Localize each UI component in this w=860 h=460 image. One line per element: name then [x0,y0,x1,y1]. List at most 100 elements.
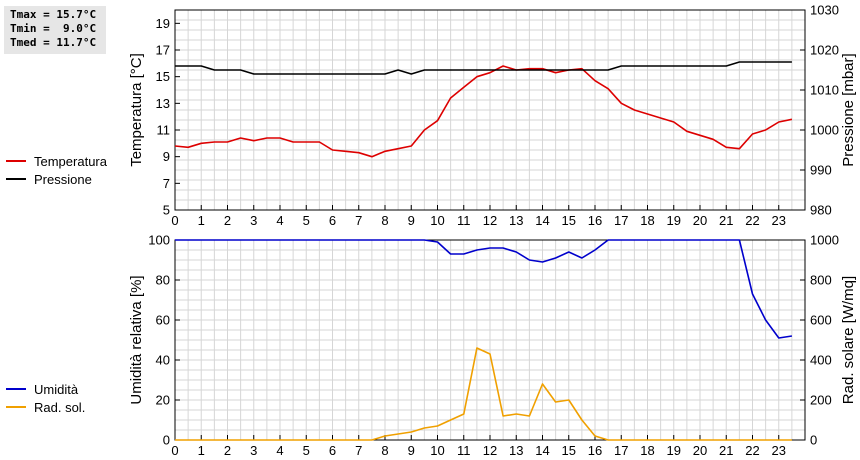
panel2-series-umidit [175,239,793,339]
panel1-ytick-left-label: 15 [156,69,170,84]
panel1-ytick-right-label: 1030 [810,3,839,18]
panel1-xtick-label: 20 [693,213,707,228]
stat-tmax: Tmax = 15.7°C [10,8,97,21]
panel1-xtick-label: 23 [772,213,786,228]
panel2-xtick-label: 7 [355,443,362,458]
legend-swatch-temperatura [6,160,26,162]
legend-top: Temperatura Pressione [6,152,107,188]
panel1-xtick-label: 2 [224,213,231,228]
panel2-xtick-label: 9 [408,443,415,458]
panel2-xtick-label: 15 [562,443,576,458]
panel1-xtick-label: 3 [250,213,257,228]
panel2-xtick-label: 22 [745,443,759,458]
panel2-ylabel-left: Umidità relativa [%] [128,275,145,404]
panel2-ytick-left-label: 20 [156,393,170,408]
legend-label-umidita: Umidità [34,381,79,397]
panel2-xtick-label: 16 [588,443,602,458]
panel2-xtick-label: 11 [457,443,471,458]
panel1-xtick-label: 10 [430,213,444,228]
legend-swatch-pressione [6,178,26,180]
panel1-ytick-left-label: 13 [156,96,170,111]
panel2-xtick-label: 14 [535,443,549,458]
legend-swatch-umidita [6,388,26,390]
stat-tmin: Tmin = 9.0°C [10,22,97,35]
legend-item-umidita: Umidità [6,380,85,398]
legend-swatch-rad-sol [6,406,26,408]
panel2-xtick-label: 10 [430,443,444,458]
legend-item-pressione: Pressione [6,170,107,188]
panel1-series-pressione [175,61,792,75]
panel2-ytick-left-label: 0 [163,433,170,448]
panel1-xtick-label: 21 [719,213,733,228]
panel1-xtick-label: 18 [640,213,654,228]
panel2-xtick-label: 17 [614,443,628,458]
panel1-xtick-label: 0 [171,213,178,228]
panel1-ytick-left-label: 7 [163,176,170,191]
panel1-xtick-label: 15 [562,213,576,228]
panel1-xtick-label: 13 [509,213,523,228]
panel1-xtick-label: 17 [614,213,628,228]
panel1-xtick-label: 5 [303,213,310,228]
panel1-xtick-label: 7 [355,213,362,228]
legend-item-temperatura: Temperatura [6,152,107,170]
panel1-ytick-right-label: 990 [810,163,832,178]
panel1-ylabel-left: Temperatura [°C] [128,53,145,167]
panel1-xtick-label: 11 [457,213,471,228]
panel1-ytick-right-label: 1010 [810,83,839,98]
panel1-ytick-left-label: 9 [163,149,170,164]
panel2-ytick-left-label: 40 [156,353,170,368]
panel1-xtick-label: 14 [535,213,549,228]
legend-label-temperatura: Temperatura [34,153,107,169]
panel1-xtick-label: 6 [329,213,336,228]
panel2-xtick-label: 3 [250,443,257,458]
panel2-xtick-label: 6 [329,443,336,458]
panel2-ytick-left-label: 80 [156,273,170,288]
panel2-ytick-left-label: 60 [156,313,170,328]
panel2-xtick-label: 0 [171,443,178,458]
panel2-xtick-label: 5 [303,443,310,458]
panel1-xtick-label: 12 [483,213,497,228]
panel2-xtick-label: 21 [719,443,733,458]
panel2-xtick-label: 4 [276,443,283,458]
panel1-xtick-label: 4 [276,213,283,228]
panel1-xtick-label: 19 [667,213,681,228]
legend-bottom: Umidità Rad. sol. [6,380,85,416]
panel2-ytick-right-label: 200 [810,393,832,408]
panel2-xtick-label: 13 [509,443,523,458]
legend-label-pressione: Pressione [34,171,92,187]
panel2-xtick-label: 18 [640,443,654,458]
panel2-ytick-right-label: 0 [810,433,817,448]
panel2-ytick-right-label: 800 [810,273,832,288]
panel1-ytick-left-label: 17 [156,43,170,58]
legend-item-rad-sol: Rad. sol. [6,398,85,416]
panel1-ytick-left-label: 19 [156,16,170,31]
panel1-xtick-label: 16 [588,213,602,228]
panel2-xtick-label: 2 [224,443,231,458]
panel2-xtick-label: 8 [381,443,388,458]
panel2-xtick-label: 23 [772,443,786,458]
panel2-xtick-label: 19 [667,443,681,458]
panel1-ytick-left-label: 5 [163,203,170,218]
panel2-series-rad-sol [175,347,792,441]
panel1-xtick-label: 8 [381,213,388,228]
panel2-xtick-label: 20 [693,443,707,458]
panel2-xtick-label: 1 [198,443,205,458]
panel2-ytick-right-label: 400 [810,353,832,368]
panel1-ytick-right-label: 1000 [810,123,839,138]
panel2-ylabel-right: Rad. solare [W/mq] [840,276,857,404]
stats-box: Tmax = 15.7°C Tmin = 9.0°C Tmed = 11.7°C [4,6,106,54]
panel1-ytick-right-label: 1020 [810,43,839,58]
panel1-series-temperatura [174,65,793,158]
panel1-xtick-label: 22 [745,213,759,228]
panel1-ylabel-right: Pressione [mbar] [840,53,857,166]
panel2-ytick-right-label: 600 [810,313,832,328]
panel2-xtick-label: 12 [483,443,497,458]
legend-label-rad-sol: Rad. sol. [34,399,86,415]
stat-tmed: Tmed = 11.7°C [10,36,97,49]
panel1-xtick-label: 1 [198,213,205,228]
panel1-ytick-right-label: 980 [810,203,832,218]
panel1-xtick-label: 9 [408,213,415,228]
panel2-ytick-left-label: 100 [148,233,170,248]
panel2-ytick-right-label: 1000 [810,233,839,248]
